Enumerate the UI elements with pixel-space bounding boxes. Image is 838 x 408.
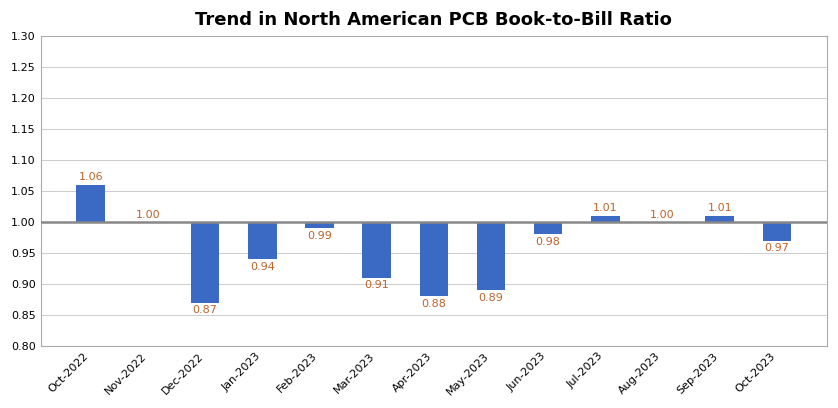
- Text: 0.87: 0.87: [193, 305, 218, 315]
- Bar: [763, 222, 791, 241]
- Text: 0.91: 0.91: [365, 280, 389, 290]
- Title: Trend in North American PCB Book-to-Bill Ratio: Trend in North American PCB Book-to-Bill…: [195, 11, 672, 29]
- Text: 0.89: 0.89: [478, 293, 504, 303]
- Text: 0.97: 0.97: [764, 243, 789, 253]
- Bar: [76, 185, 105, 222]
- Bar: [248, 222, 277, 259]
- Text: 0.94: 0.94: [250, 262, 275, 272]
- Text: 0.98: 0.98: [535, 237, 561, 247]
- Text: 1.00: 1.00: [136, 210, 160, 220]
- Text: 0.99: 0.99: [307, 231, 332, 241]
- Bar: [591, 216, 619, 222]
- Text: 1.01: 1.01: [707, 204, 732, 213]
- Bar: [362, 222, 391, 278]
- Text: 1.00: 1.00: [650, 210, 675, 220]
- Bar: [706, 216, 734, 222]
- Bar: [534, 222, 562, 235]
- Text: 0.88: 0.88: [422, 299, 447, 309]
- Bar: [420, 222, 448, 297]
- Bar: [477, 222, 505, 290]
- Bar: [305, 222, 334, 228]
- Text: 1.06: 1.06: [79, 173, 103, 182]
- Text: 1.01: 1.01: [593, 204, 618, 213]
- Bar: [191, 222, 220, 303]
